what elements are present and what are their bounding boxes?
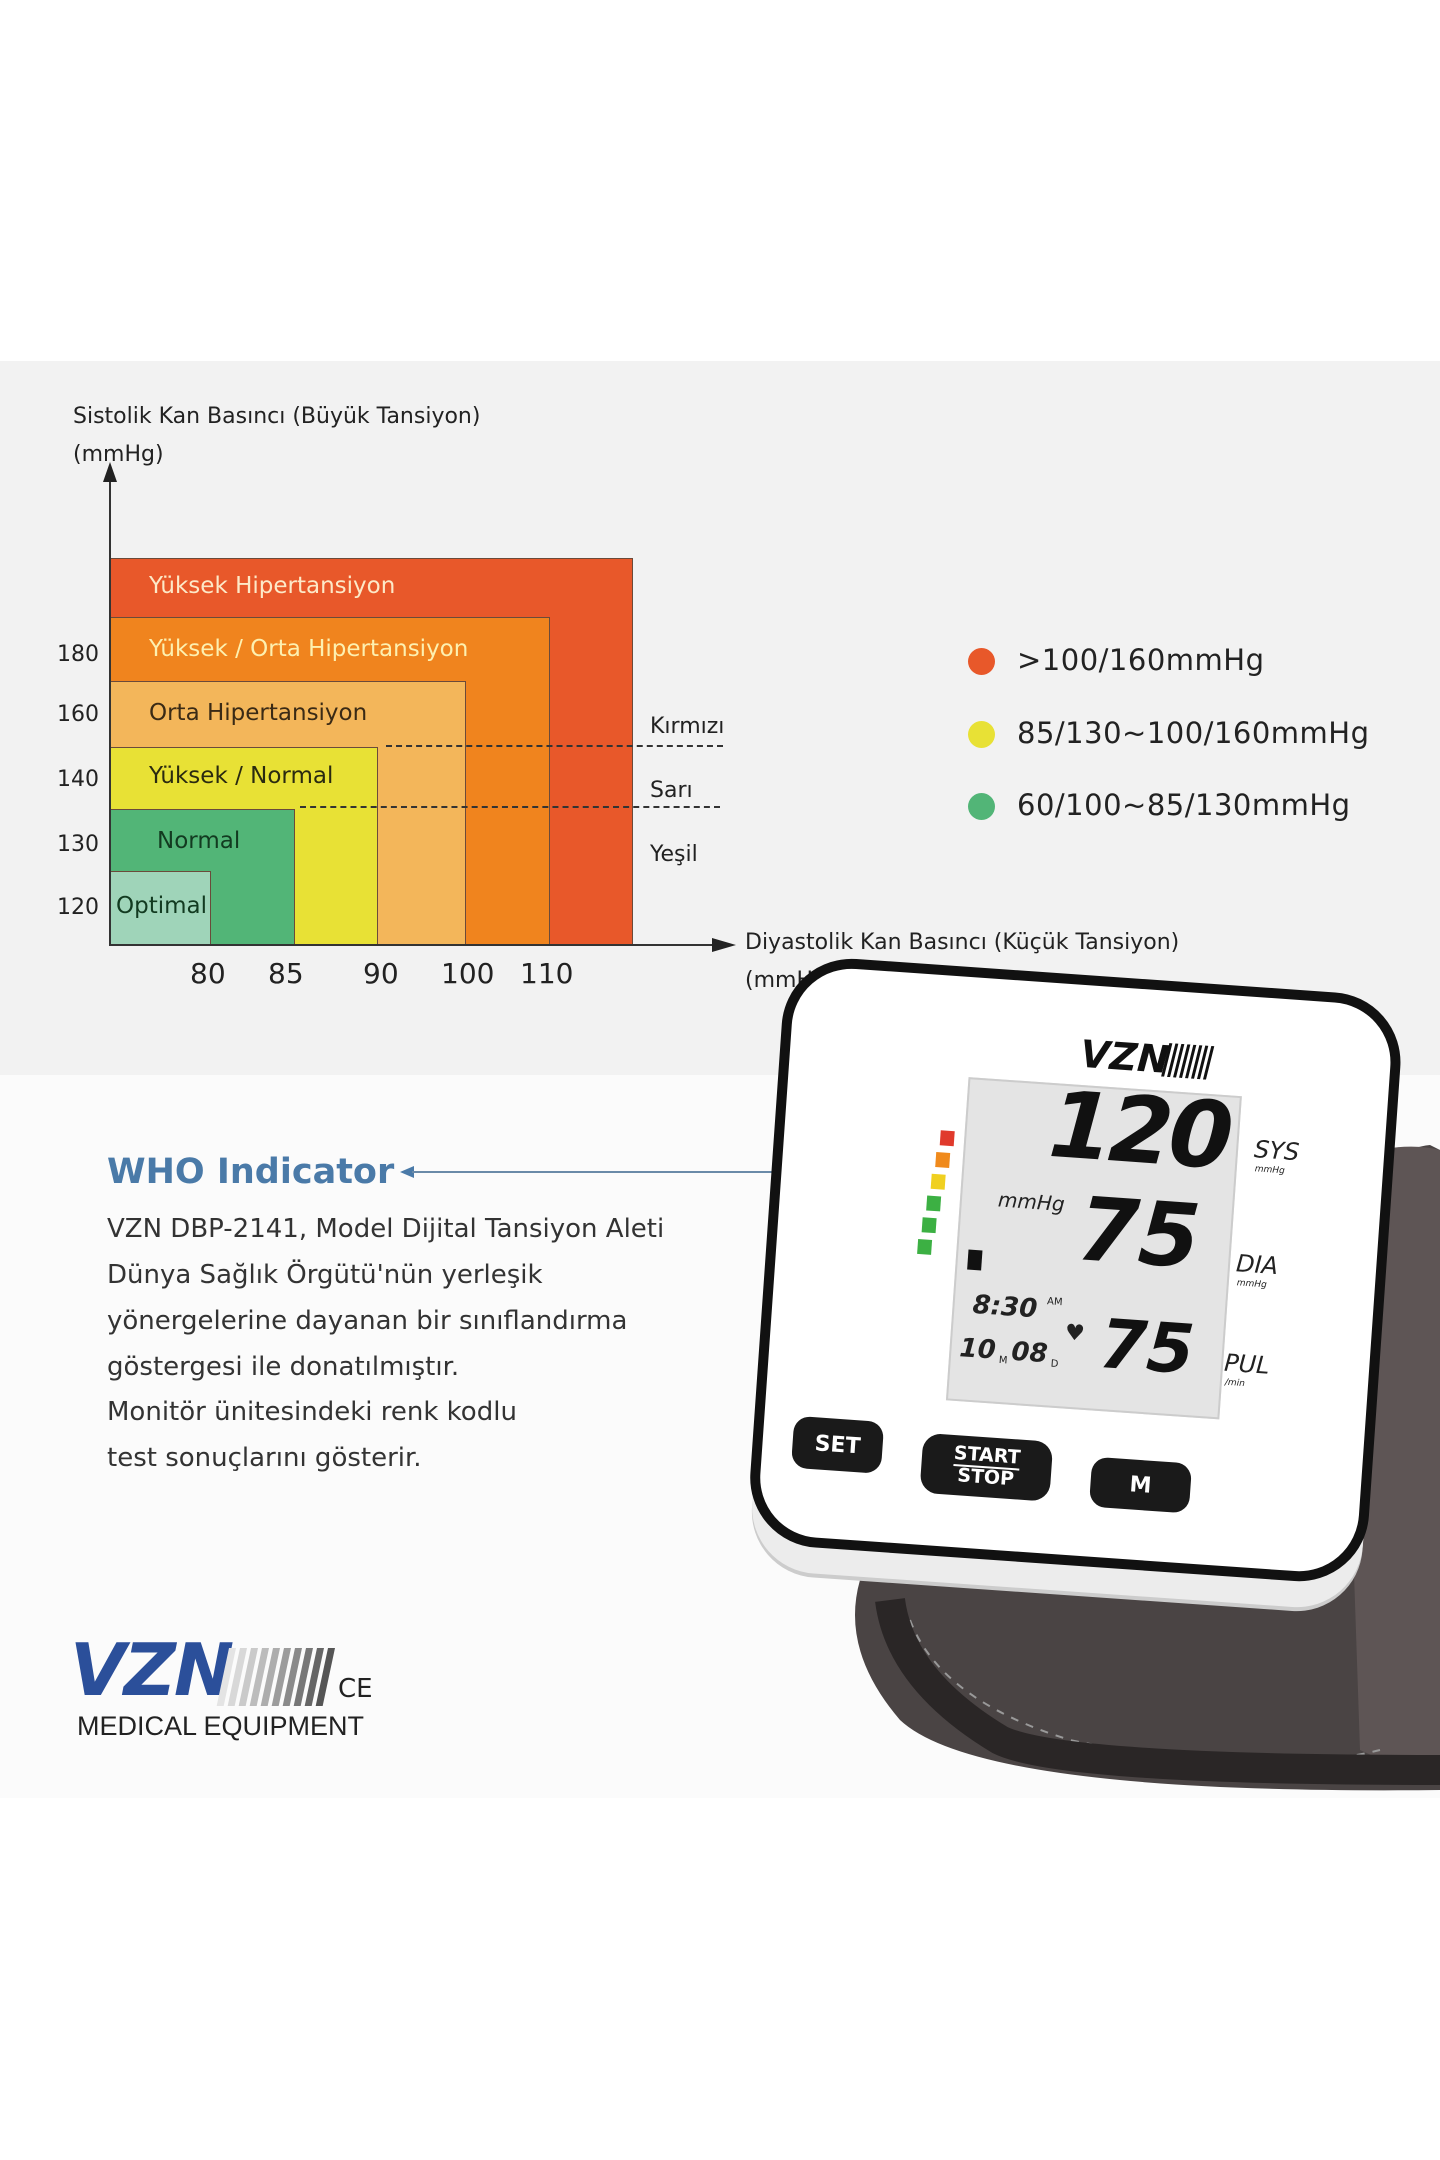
legend-red-dot-icon — [968, 648, 995, 675]
clock-time: 8:30 — [971, 1289, 1039, 1325]
stop-label: STOP — [956, 1464, 1015, 1491]
y-axis-arrow-icon — [103, 462, 117, 482]
indicator-segment — [939, 1130, 955, 1147]
logo-stripes-icon — [216, 1648, 335, 1706]
threshold-label: Yeşil — [650, 842, 698, 867]
pul-label: PUL — [1223, 1348, 1271, 1380]
set-label: SET — [813, 1430, 862, 1459]
x-tick: 100 — [441, 957, 495, 990]
zone-label: Normal — [157, 828, 241, 854]
threshold-yellow-line — [300, 806, 720, 808]
y-tick: 180 — [57, 642, 99, 667]
legend-green-dot-icon — [968, 793, 995, 820]
lcd-screen: 120 mmHg 75 75 8:30 AM ♥ 10 M 08 D — [945, 1070, 1242, 1420]
threshold-label: Sarı — [650, 778, 693, 803]
day-mark: D — [1050, 1358, 1059, 1371]
indicator-segment — [935, 1152, 951, 1168]
indicator-segment — [930, 1173, 946, 1190]
who-indicator-title: WHO Indicator — [107, 1152, 395, 1192]
y-tick: 130 — [57, 832, 99, 857]
indicator-segment — [921, 1217, 937, 1234]
description-line: yönergelerine dayanan bir sınıflandırma — [107, 1306, 628, 1336]
description-line: göstergesi ile donatılmıştır. — [107, 1352, 460, 1382]
y-tick: 140 — [57, 767, 99, 792]
memory-button[interactable]: M — [1088, 1456, 1193, 1514]
logo-brand: VZN — [70, 1628, 234, 1712]
zone-label: Orta Hipertansiyon — [149, 700, 368, 726]
device-brand: VZN — [1078, 1031, 1171, 1082]
description-line: test sonuçlarını gösterir. — [107, 1443, 422, 1473]
indicator-segment — [917, 1238, 933, 1255]
memory-label: M — [1128, 1471, 1153, 1499]
systolic-value: 120 — [1045, 1070, 1233, 1191]
logo-tagline: MEDICAL EQUIPMENT — [77, 1711, 365, 1741]
dia-label: DIA — [1235, 1249, 1280, 1281]
x-tick: 85 — [268, 957, 304, 990]
x-axis-arrow-icon — [712, 938, 736, 952]
zone-label: Yüksek / Orta Hipertansiyon — [149, 636, 469, 662]
x-tick: 90 — [363, 957, 399, 990]
indicator-segment — [926, 1195, 942, 1212]
set-button[interactable]: SET — [790, 1415, 885, 1474]
date-month: 10 — [958, 1333, 997, 1366]
x-axis-title: Diyastolik Kan Basıncı (Küçük Tansiyon) — [745, 930, 1180, 955]
legend-yellow-dot-icon — [968, 721, 995, 748]
pulse-value: 75 — [1096, 1304, 1197, 1391]
heart-icon: ♥ — [1064, 1320, 1086, 1347]
legend-text: 60/100~85/130mmHg — [1017, 788, 1351, 822]
ce-mark: CE — [338, 1674, 373, 1704]
threshold-label: Kırmızı — [650, 714, 725, 739]
y-tick: 120 — [57, 895, 99, 920]
month-mark: M — [998, 1354, 1008, 1367]
sys-label: SYS — [1253, 1135, 1301, 1167]
pul-unit: /min — [1224, 1377, 1246, 1390]
date-day: 08 — [1010, 1336, 1049, 1370]
diastolic-value: 75 — [1074, 1177, 1204, 1289]
x-axis-line — [110, 944, 715, 946]
start-stop-button[interactable]: START STOP — [919, 1432, 1054, 1502]
zone-label: Yüksek Hipertansiyon — [149, 573, 396, 599]
threshold-red-line — [386, 745, 723, 747]
y-axis-unit: (mmHg) — [73, 442, 164, 467]
description-line: Dünya Sağlık Örgütü'nün yerleşik — [107, 1260, 543, 1290]
x-tick: 80 — [190, 957, 226, 990]
lcd-unit: mmHg — [997, 1187, 1066, 1217]
clock-ampm: AM — [1046, 1296, 1063, 1309]
zone-label: Yüksek / Normal — [149, 763, 334, 789]
indicator-cursor — [967, 1249, 983, 1271]
zone-label: Optimal — [116, 893, 208, 919]
y-axis-title: Sistolik Kan Basıncı (Büyük Tansiyon) — [73, 404, 481, 429]
description-line: VZN DBP-2141, Model Dijital Tansiyon Ale… — [107, 1214, 665, 1244]
pointer-arrow-icon — [400, 1166, 414, 1178]
y-axis-line — [109, 478, 111, 946]
legend-text: 85/130~100/160mmHg — [1017, 716, 1370, 750]
description-line: Monitör ünitesindeki renk kodlu — [107, 1397, 517, 1427]
y-tick: 160 — [57, 702, 99, 727]
x-tick: 110 — [520, 957, 574, 990]
pointer-line — [412, 1171, 952, 1173]
device-brand-stripes-icon — [1161, 1043, 1215, 1080]
legend-text: >100/160mmHg — [1017, 643, 1265, 677]
